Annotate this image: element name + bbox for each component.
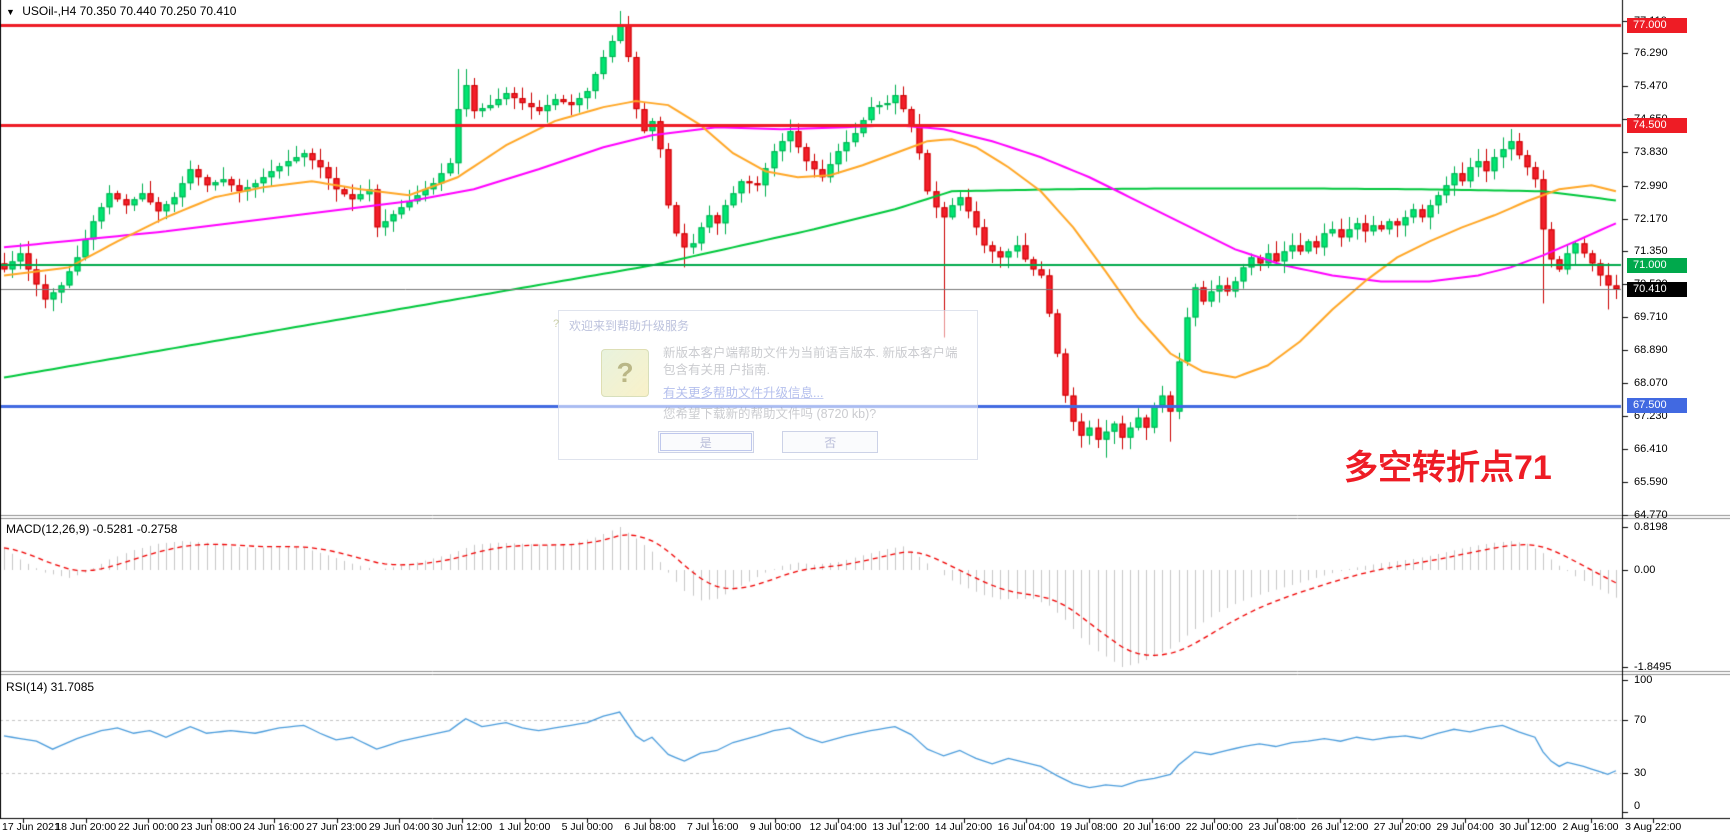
macd-tick-label: 0.00 (1634, 564, 1656, 576)
rsi-tick-label: 0 (1634, 800, 1641, 812)
macd-indicator-label: MACD(12,26,9) -0.5281 -0.2758 (6, 522, 178, 536)
upgrade-info-link[interactable]: 有关更多帮助文件升级信息... (663, 386, 824, 400)
time-axis-label: 12 Jul 04:00 (809, 821, 867, 833)
time-axis-label: 2 Aug 16:00 (1562, 821, 1619, 833)
time-axis-label: 22 Jul 00:00 (1185, 821, 1243, 833)
time-axis-label: 9 Jul 00:00 (749, 821, 802, 833)
dialog-body-line2: 户指南. (729, 363, 770, 377)
trade-annotation-text: 多空转折点71 (1344, 449, 1552, 487)
no-button[interactable]: 否 (782, 431, 879, 453)
price-tick-label: 68.890 (1634, 343, 1668, 356)
price-tick-label: 71.350 (1634, 245, 1668, 258)
price-tick-label: 72.170 (1634, 212, 1668, 225)
price-tick-label: 67.230 (1634, 410, 1668, 423)
time-axis-label: 23 Jun 08:00 (180, 821, 242, 833)
time-axis-label: 23 Jul 08:00 (1248, 821, 1306, 833)
dialog-question: 您希望下载新的帮助文件吗 (8720 kb)? (663, 407, 877, 421)
chart-header: ▼ USOil-,H4 70.350 70.440 70.250 70.410 (6, 4, 236, 18)
time-axis-label: 6 Jul 08:00 (624, 821, 676, 833)
price-level-chip: 77.000 (1627, 17, 1687, 33)
dialog-body-line1: 新版本客户端帮助文件为当前语言版本. 新版本客户端包含有关用 (663, 346, 958, 377)
time-axis-label: 22 Jun 00:00 (118, 821, 179, 833)
symbol-dropdown-icon[interactable]: ▼ (6, 7, 15, 17)
time-axis-label: 7 Jul 16:00 (687, 821, 739, 833)
time-axis-label: 27 Jul 20:00 (1373, 821, 1431, 833)
time-axis-label: 30 Jul 12:00 (1499, 821, 1557, 833)
time-axis-label: 19 Jul 08:00 (1060, 821, 1118, 833)
time-axis-label: 1 Jul 20:00 (498, 821, 551, 833)
price-tick-label: 65.590 (1634, 476, 1668, 489)
help-upgrade-dialog: ? 欢迎来到帮助升级服务 ? 新版本客户端帮助文件为当前语言版本. 新版本客户端… (553, 310, 978, 460)
rsi-tick-label: 70 (1634, 714, 1647, 726)
macd-tick-label: 0.8198 (1634, 521, 1668, 533)
macd-tick-label: -1.8495 (1634, 661, 1672, 673)
price-tick-label: 66.410 (1634, 443, 1668, 456)
rsi-tick-label: 100 (1634, 674, 1653, 687)
price-tick-label: 75.470 (1634, 80, 1668, 93)
time-axis-label: 17 Jun 2021 (2, 821, 60, 833)
time-axis-label: 27 Jun 23:00 (306, 821, 367, 833)
help-book-icon: ? (601, 349, 649, 397)
time-axis-label: 18 Jun 20:00 (55, 821, 117, 833)
price-tick-label: 73.830 (1634, 146, 1668, 158)
time-axis-label: 29 Jun 04:00 (368, 821, 430, 833)
symbol-timeframe-label: USOil-,H4 (22, 4, 77, 18)
price-tick-label: 64.770 (1634, 508, 1668, 521)
time-axis-label: 16 Jul 04:00 (997, 821, 1055, 833)
time-axis-label: 3 Aug 22:00 (1625, 821, 1682, 833)
time-axis-label: 13 Jul 12:00 (872, 821, 930, 833)
dialog-title-icon: ? (553, 318, 560, 330)
price-level-chip: 67.500 (1627, 398, 1687, 414)
dialog-title: ? 欢迎来到帮助升级服务 (553, 318, 690, 333)
price-level-chip: 71.000 (1627, 257, 1687, 273)
time-axis-label: 26 Jul 12:00 (1311, 821, 1369, 833)
time-axis-label: 5 Jul 00:00 (561, 821, 613, 833)
time-axis-label: 20 Jul 16:00 (1122, 821, 1181, 833)
rsi-indicator-label: RSI(14) 31.7085 (6, 680, 95, 694)
rsi-tick-label: 30 (1634, 767, 1647, 780)
price-tick-label: 76.290 (1634, 47, 1668, 60)
price-level-chip: 70.410 (1627, 281, 1687, 297)
dialog-body: 新版本客户端帮助文件为当前语言版本. 新版本客户端包含有关用 户指南. 有关更多… (663, 345, 963, 423)
dialog-buttons: 是 否 (559, 431, 977, 453)
time-axis-label: 24 Jun 16:00 (243, 821, 305, 833)
price-tick-label: 68.070 (1634, 376, 1668, 389)
price-tick-label: 72.990 (1634, 179, 1668, 192)
time-axis-label: 14 Jul 20:00 (934, 821, 993, 833)
price-tick-label: 69.710 (1634, 311, 1668, 324)
price-level-chip: 74.500 (1627, 117, 1687, 133)
yes-button[interactable]: 是 (657, 431, 754, 453)
ohlc-values: 70.350 70.440 70.250 70.410 (79, 4, 237, 18)
time-axis-label: 29 Jul 04:00 (1436, 821, 1494, 833)
time-axis-label: 30 Jun 12:00 (431, 821, 493, 833)
